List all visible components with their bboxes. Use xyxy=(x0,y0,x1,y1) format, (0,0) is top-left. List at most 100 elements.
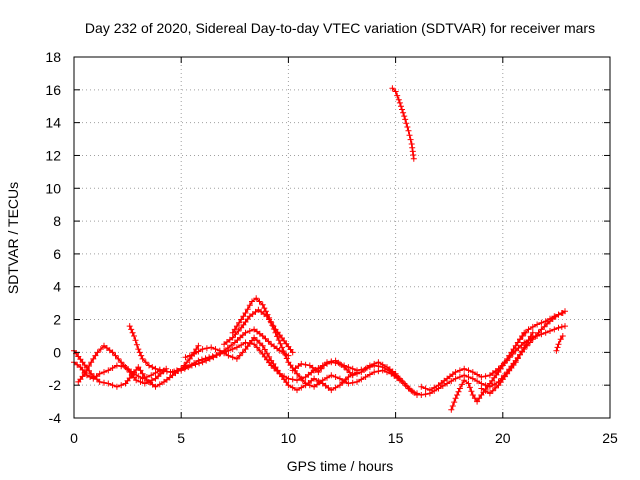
data-point xyxy=(409,144,416,151)
data-point xyxy=(302,361,309,368)
data-point xyxy=(395,375,402,382)
data-point xyxy=(478,374,485,380)
data-point xyxy=(195,348,202,355)
data-point xyxy=(132,337,139,344)
series-arc-4 xyxy=(126,323,167,374)
data-point xyxy=(121,362,127,369)
data-point xyxy=(371,360,378,367)
data-point xyxy=(289,384,296,391)
data-point xyxy=(448,406,455,413)
data-point xyxy=(113,383,120,390)
data-point xyxy=(349,365,356,372)
data-point xyxy=(206,354,213,361)
data-point xyxy=(403,120,410,127)
data-point xyxy=(468,388,475,395)
x-tick-label: 5 xyxy=(177,430,185,446)
series-arc-16 xyxy=(553,333,566,354)
data-point xyxy=(522,329,529,336)
data-point xyxy=(562,323,568,330)
data-point xyxy=(294,370,300,377)
data-point xyxy=(465,380,472,387)
data-point xyxy=(478,385,485,392)
data-point xyxy=(178,365,185,372)
data-point xyxy=(195,342,202,349)
data-point xyxy=(86,363,92,369)
data-point xyxy=(482,387,489,394)
data-point xyxy=(346,369,353,376)
data-point xyxy=(264,313,270,320)
data-point xyxy=(173,367,180,374)
data-point xyxy=(83,366,90,373)
data-point xyxy=(306,382,313,389)
data-point xyxy=(229,346,236,353)
x-tick-label: 0 xyxy=(70,430,78,446)
data-point xyxy=(233,323,240,330)
data-point xyxy=(523,340,530,347)
data-point xyxy=(139,370,146,377)
data-point xyxy=(256,347,263,354)
data-point xyxy=(558,323,565,330)
series-arc-7 xyxy=(229,295,403,390)
series-arc-14 xyxy=(478,329,536,397)
plot-frame xyxy=(73,56,611,419)
data-point xyxy=(235,328,242,334)
data-point xyxy=(328,387,335,394)
data-point xyxy=(212,346,219,353)
data-point xyxy=(538,319,545,326)
data-point xyxy=(404,124,411,130)
data-point xyxy=(459,381,466,388)
data-point xyxy=(379,367,386,374)
y-tick-label: 14 xyxy=(45,115,61,131)
data-point xyxy=(146,362,152,369)
data-point xyxy=(282,351,289,358)
data-point xyxy=(418,392,425,398)
data-point xyxy=(244,306,251,313)
data-point xyxy=(399,106,405,113)
data-point xyxy=(221,350,228,357)
data-point xyxy=(148,377,155,384)
data-point xyxy=(469,392,476,398)
data-point xyxy=(311,375,318,382)
data-point xyxy=(362,374,369,380)
data-point xyxy=(236,319,243,326)
data-point xyxy=(228,342,235,349)
data-point xyxy=(407,136,414,143)
data-point xyxy=(259,301,266,308)
data-point xyxy=(285,375,292,382)
data-point xyxy=(476,395,483,402)
data-point xyxy=(299,377,306,384)
data-point xyxy=(109,349,116,356)
data-point xyxy=(398,103,404,110)
data-point xyxy=(495,369,502,376)
data-point xyxy=(262,335,269,342)
data-point xyxy=(534,321,541,328)
y-tick-label: 8 xyxy=(53,213,61,229)
data-point xyxy=(88,370,95,377)
x-tick-label: 10 xyxy=(281,430,297,446)
data-point xyxy=(264,350,270,357)
data-point xyxy=(203,345,210,352)
data-point xyxy=(152,383,159,390)
data-point xyxy=(272,364,279,371)
data-point xyxy=(398,377,405,384)
data-point xyxy=(547,328,553,334)
data-point xyxy=(451,399,458,406)
series-arc-15 xyxy=(517,310,566,343)
data-point xyxy=(191,360,198,366)
data-point xyxy=(294,377,300,384)
data-point xyxy=(101,369,107,376)
data-point xyxy=(555,341,562,348)
data-point xyxy=(508,349,515,356)
data-point xyxy=(379,361,386,368)
data-point xyxy=(118,359,125,366)
data-point xyxy=(559,310,566,316)
data-point xyxy=(236,352,243,359)
data-point xyxy=(525,326,532,333)
data-point xyxy=(410,155,417,162)
data-point xyxy=(465,367,472,374)
data-point xyxy=(142,359,149,366)
data-point xyxy=(452,395,459,402)
data-point xyxy=(542,329,549,336)
data-point xyxy=(401,380,408,387)
data-point xyxy=(514,339,521,346)
